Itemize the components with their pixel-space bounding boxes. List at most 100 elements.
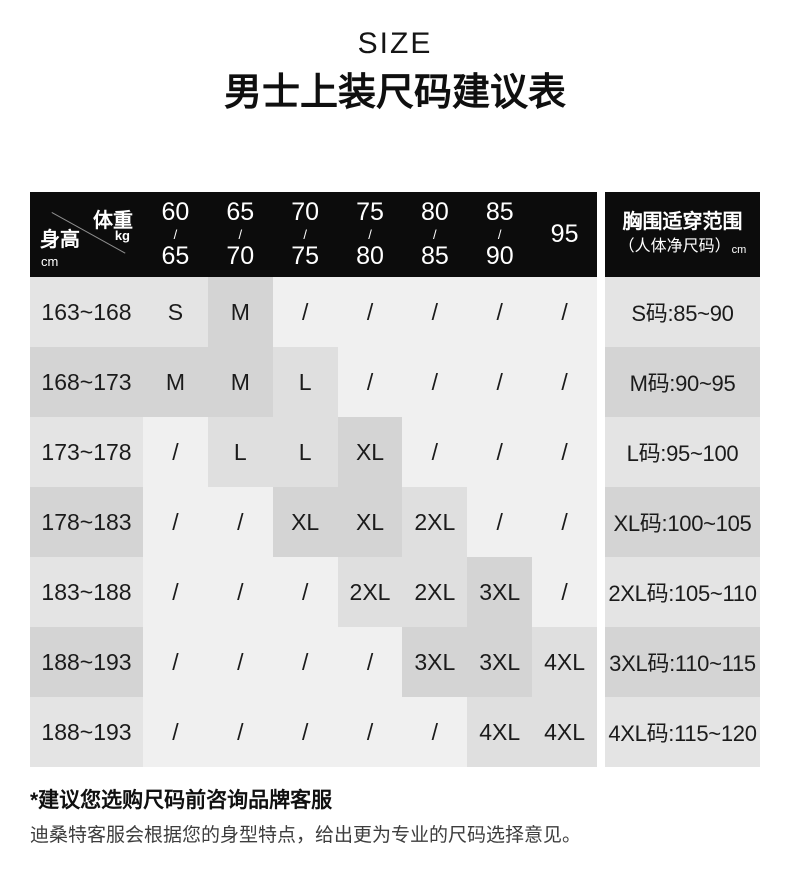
size-cell: / xyxy=(143,557,208,627)
weight-top: 80 xyxy=(420,198,449,226)
table-row: 168~173 M M L / / / / M码:90~95 xyxy=(30,347,760,417)
size-cell: XL xyxy=(272,487,338,557)
size-cell: / xyxy=(207,487,273,557)
table-row: 163~168 S M / / / / / S码:85~90 xyxy=(30,277,760,347)
weight-col-header: 80 / 85 xyxy=(402,192,467,277)
row-cells: S M / / / / / xyxy=(143,277,598,347)
footnote-detail: 迪桑特客服会根据您的身型特点，给出更为专业的尺码选择意见。 xyxy=(30,825,582,846)
weight-axis-label: 体重 xyxy=(93,210,133,232)
weight-slash: / xyxy=(303,227,307,242)
weight-top: 60 xyxy=(161,198,190,226)
table-row: 178~183 / / XL XL 2XL / / XL码:100~105 xyxy=(30,487,760,557)
row-cells: / / / / / 4XL 4XL xyxy=(143,697,598,767)
page-title: 男士上装尺码建议表 xyxy=(223,72,566,114)
height-range-cell: 188~193 xyxy=(30,697,143,767)
size-cell: / xyxy=(402,417,468,487)
chest-header-cell: 胸围适穿范围 （人体净尺码）cm xyxy=(605,192,760,277)
row-cells: / / / 2XL 2XL 3XL / xyxy=(143,557,598,627)
size-cell: / xyxy=(532,487,598,557)
size-cell: XL xyxy=(337,487,403,557)
size-cell: L xyxy=(272,417,338,487)
weight-col-header: 95 xyxy=(532,192,597,277)
size-cell: 2XL xyxy=(402,557,468,627)
chest-header-line2: （人体净尺码）cm xyxy=(619,236,747,259)
weight-bottom: 65 xyxy=(161,242,190,270)
size-cell: / xyxy=(272,627,338,697)
weight-header-row: 60 / 65 65 / 70 70 / 75 75 / 80 xyxy=(143,192,597,277)
size-cell: / xyxy=(402,697,468,767)
column-gap xyxy=(597,627,605,697)
column-gap xyxy=(597,277,605,347)
size-cell: XL xyxy=(337,417,403,487)
size-cell: / xyxy=(467,417,533,487)
chest-range-cell: 4XL码:115~120 xyxy=(605,697,760,767)
size-cell: / xyxy=(272,557,338,627)
weight-slash: / xyxy=(368,227,372,242)
weight-col-header: 75 / 80 xyxy=(338,192,403,277)
size-cell: / xyxy=(143,697,208,767)
height-range-cell: 173~178 xyxy=(30,417,143,487)
weight-slash: / xyxy=(497,227,502,242)
height-range-cell: 178~183 xyxy=(30,487,143,557)
size-cell: 3XL xyxy=(467,557,533,627)
footnote-block: *建议您选购尺码前咨询品牌客服 迪桑特客服会根据您的身型特点，给出更为专业的尺码… xyxy=(30,789,581,847)
height-range-cell: 183~188 xyxy=(30,557,143,627)
chest-header-line1: 胸围适穿范围 xyxy=(622,211,743,233)
weight-col-header: 65 / 70 xyxy=(208,192,273,277)
column-gap xyxy=(597,347,605,417)
weight-top: 70 xyxy=(291,198,320,226)
weight-top: 65 xyxy=(226,198,255,226)
size-cell: / xyxy=(143,487,208,557)
size-cell: 2XL xyxy=(337,557,403,627)
height-range-cell: 168~173 xyxy=(30,347,143,417)
size-cell: / xyxy=(272,697,338,767)
weight-bottom: 90 xyxy=(485,242,514,270)
title-block: SIZE 男士上装尺码建议表 xyxy=(0,27,790,115)
chest-range-cell: L码:95~100 xyxy=(605,417,760,487)
table-row: 188~193 / / / / 3XL 3XL 4XL 3XL码:110~115 xyxy=(30,627,760,697)
size-cell: L xyxy=(272,347,338,417)
chest-range-cell: S码:85~90 xyxy=(605,277,760,347)
chest-range-cell: 2XL码:105~110 xyxy=(605,557,760,627)
weight-col-header: 60 / 65 xyxy=(143,192,208,277)
table-header: 体重 kg 身高 cm 60 / 65 65 / 70 70 / xyxy=(30,192,760,277)
size-cell: 4XL xyxy=(467,697,533,767)
height-axis-label: 身高 xyxy=(40,229,80,251)
column-gap xyxy=(597,557,605,627)
row-cells: / / / / 3XL 3XL 4XL xyxy=(143,627,598,697)
size-cell: M xyxy=(143,347,208,417)
size-cell: / xyxy=(207,697,273,767)
size-cell: / xyxy=(207,627,273,697)
weight-top: 85 xyxy=(485,198,514,226)
size-cell: / xyxy=(467,487,533,557)
chest-range-cell: 3XL码:110~115 xyxy=(605,627,760,697)
column-gap xyxy=(597,192,605,277)
size-cell: M xyxy=(207,277,273,347)
size-cell: 2XL xyxy=(402,487,468,557)
size-cell: / xyxy=(207,557,273,627)
height-axis-unit: cm xyxy=(41,254,59,269)
chest-range-cell: M码:90~95 xyxy=(605,347,760,417)
weight-col-header: 70 / 75 xyxy=(273,192,338,277)
weight-slash: / xyxy=(173,227,178,242)
size-cell: / xyxy=(337,277,403,347)
size-cell: / xyxy=(532,347,598,417)
size-cell: M xyxy=(207,347,273,417)
height-range-cell: 188~193 xyxy=(30,627,143,697)
height-range-cell: 163~168 xyxy=(30,277,143,347)
row-cells: / L L XL / / / xyxy=(143,417,598,487)
weight-axis-unit: kg xyxy=(114,228,130,243)
size-cell: / xyxy=(467,347,533,417)
column-gap xyxy=(597,417,605,487)
footnote-title: *建议您选购尺码前咨询品牌客服 xyxy=(30,789,333,812)
table-row: 183~188 / / / 2XL 2XL 3XL / 2XL码:105~110 xyxy=(30,557,760,627)
size-cell: 4XL xyxy=(532,627,598,697)
weight-slash: / xyxy=(433,227,437,242)
chest-range-cell: XL码:100~105 xyxy=(605,487,760,557)
size-cell: L xyxy=(207,417,273,487)
weight-bottom: 75 xyxy=(291,242,320,270)
size-heading: SIZE xyxy=(357,27,433,60)
size-cell: / xyxy=(337,347,403,417)
size-cell: 3XL xyxy=(402,627,468,697)
